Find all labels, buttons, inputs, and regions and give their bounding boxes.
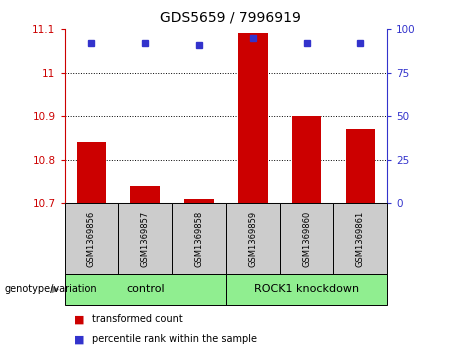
Bar	[130, 186, 160, 203]
Text: control: control	[126, 285, 165, 294]
Bar	[292, 116, 321, 203]
Bar	[184, 199, 214, 203]
Text: GSM1369858: GSM1369858	[195, 211, 203, 267]
Text: ROCK1 knockdown: ROCK1 knockdown	[254, 285, 359, 294]
Text: transformed count: transformed count	[92, 314, 183, 325]
Text: ■: ■	[74, 314, 84, 325]
Text: GSM1369857: GSM1369857	[141, 211, 150, 267]
Text: GDS5659 / 7996919: GDS5659 / 7996919	[160, 11, 301, 25]
Text: GSM1369859: GSM1369859	[248, 211, 257, 267]
Text: genotype/variation: genotype/variation	[5, 285, 97, 294]
Text: percentile rank within the sample: percentile rank within the sample	[92, 334, 257, 344]
Bar	[346, 129, 375, 203]
Text: ■: ■	[74, 334, 84, 344]
Text: GSM1369856: GSM1369856	[87, 211, 96, 267]
Text: GSM1369860: GSM1369860	[302, 211, 311, 267]
Bar	[238, 33, 267, 203]
Bar	[77, 142, 106, 203]
Text: GSM1369861: GSM1369861	[356, 211, 365, 267]
